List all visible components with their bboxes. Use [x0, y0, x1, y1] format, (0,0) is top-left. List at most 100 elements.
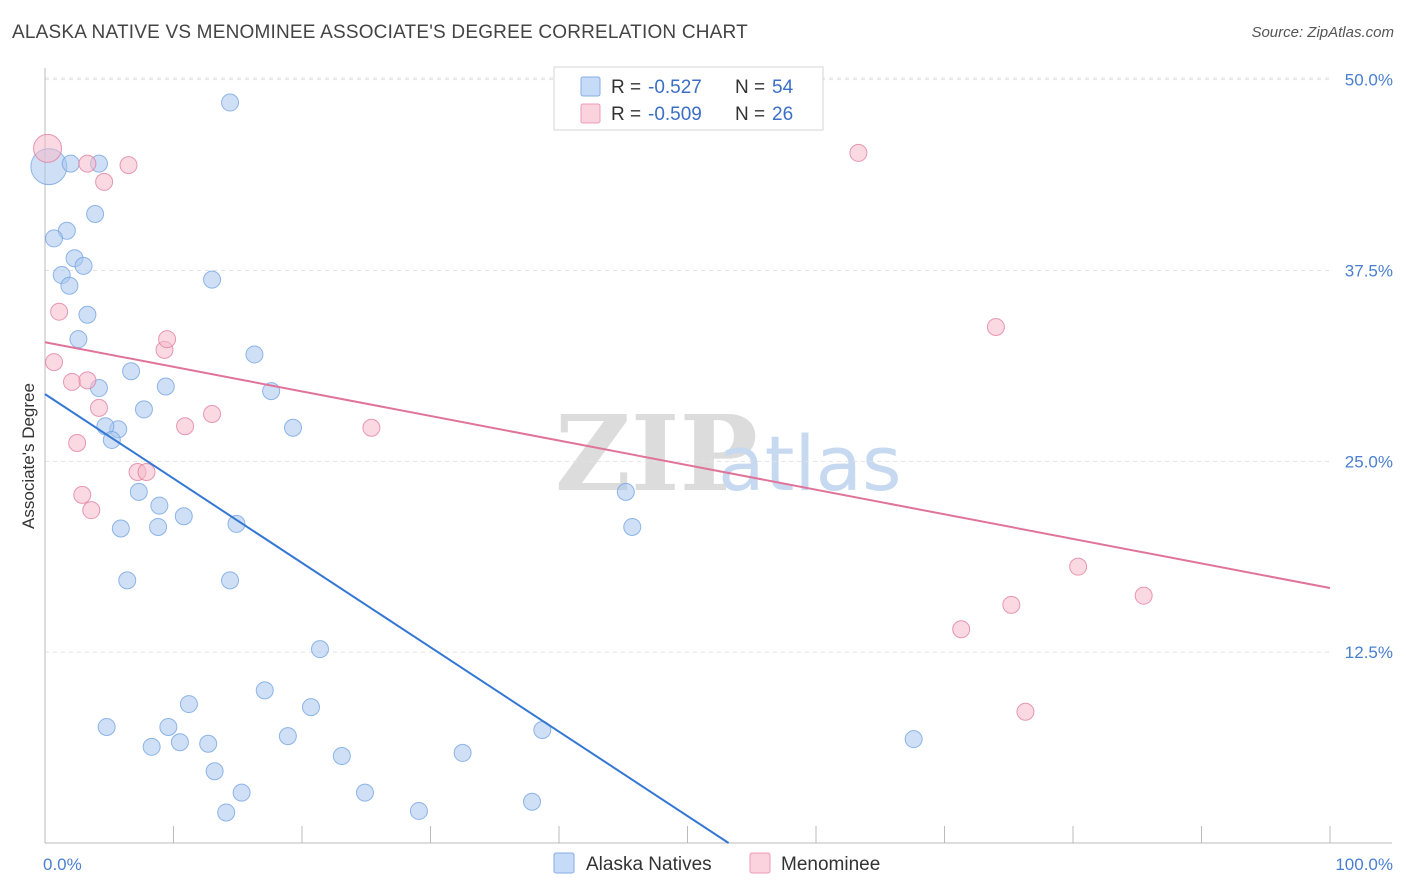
legend-r-label-2: R =	[611, 104, 641, 125]
data-point	[122, 362, 141, 381]
x-tick-label-0: 0.0%	[43, 855, 82, 874]
data-point	[174, 507, 193, 526]
data-point	[119, 156, 138, 175]
grid-lines	[45, 77, 1330, 653]
data-point	[33, 133, 63, 163]
data-point	[232, 783, 251, 802]
data-point	[284, 418, 303, 437]
x-tick-label-1: 100.0%	[1335, 855, 1393, 874]
data-point	[227, 514, 246, 533]
data-point	[156, 377, 175, 396]
data-point	[89, 398, 108, 417]
data-point	[95, 172, 114, 191]
data-point	[97, 717, 116, 736]
legend-n-label-2: N =	[735, 104, 765, 125]
trend-lines	[44, 341, 1331, 844]
legend-n-label-1: N =	[735, 77, 765, 98]
data-point	[849, 143, 868, 162]
data-points	[30, 93, 1153, 822]
data-point	[623, 517, 642, 536]
data-point	[61, 154, 80, 173]
data-point	[221, 571, 240, 590]
data-point	[179, 695, 198, 714]
series-legend-label-menominee: Menominee	[781, 854, 880, 875]
data-point	[69, 330, 88, 349]
data-point	[221, 93, 240, 112]
legend-r-label-1: R =	[611, 77, 641, 98]
data-point	[1016, 702, 1035, 721]
data-point	[310, 640, 329, 659]
data-point	[255, 681, 274, 700]
data-point	[78, 305, 97, 324]
series-menominee	[33, 133, 1153, 721]
data-point	[159, 717, 178, 736]
data-point	[205, 762, 224, 781]
series-legend-swatch-alaska	[553, 852, 575, 874]
data-point	[362, 418, 381, 437]
series-alaska-natives	[30, 93, 923, 822]
data-point	[149, 517, 168, 536]
data-point	[44, 353, 63, 372]
data-point	[82, 501, 101, 520]
legend-r-value-1: -0.527	[648, 77, 702, 98]
legend-n-value-2: 26	[772, 104, 793, 125]
data-point	[111, 519, 130, 538]
y-tick-label-1: 37.5%	[1345, 261, 1393, 280]
data-point	[278, 727, 297, 746]
data-point	[409, 801, 428, 820]
legend-swatch-menominee	[580, 103, 601, 124]
source-credit: Source: ZipAtlas.com	[1251, 24, 1394, 41]
data-point	[1002, 595, 1021, 614]
data-point	[150, 496, 169, 515]
axes	[44, 68, 1392, 844]
legend-r-value-2: -0.509	[648, 104, 702, 125]
data-point	[355, 783, 374, 802]
data-point	[217, 803, 236, 822]
data-point	[176, 417, 195, 436]
x-tick-labels: 0.0% 100.0%	[43, 855, 1393, 874]
watermark: ZIP atlas	[555, 392, 902, 515]
data-point	[158, 330, 177, 349]
data-point	[245, 345, 264, 364]
data-point	[68, 433, 87, 452]
chart-title: ALASKA NATIVE VS MENOMINEE ASSOCIATE'S D…	[12, 22, 748, 43]
data-point	[332, 746, 351, 765]
data-point	[523, 792, 542, 811]
data-point	[73, 485, 92, 504]
data-point	[142, 737, 161, 756]
watermark-atlas: atlas	[718, 419, 902, 508]
trend-line-0	[44, 393, 730, 844]
data-point	[1134, 586, 1153, 605]
series-legend-swatch-menominee	[749, 852, 771, 874]
y-tick-label-3: 12.5%	[1345, 643, 1393, 662]
data-point	[453, 743, 472, 762]
data-point	[170, 733, 189, 752]
legend-swatch-alaska	[580, 76, 601, 97]
data-point	[129, 482, 148, 501]
data-point	[203, 404, 222, 423]
legend-n-value-1: 54	[772, 77, 794, 98]
data-point	[137, 463, 156, 482]
watermark-zip: ZIP	[555, 392, 758, 515]
data-point	[904, 730, 923, 749]
data-point	[78, 371, 97, 390]
data-point	[86, 204, 105, 223]
data-point	[78, 154, 97, 173]
y-tick-labels: 50.0% 37.5% 25.0% 12.5%	[1345, 71, 1393, 663]
trend-line-1	[44, 341, 1331, 590]
data-point	[199, 734, 218, 753]
data-point	[986, 317, 1005, 336]
data-point	[301, 698, 320, 717]
series-legend: Alaska Natives Menominee	[553, 852, 880, 875]
data-point	[62, 372, 81, 391]
y-tick-label-2: 25.0%	[1345, 452, 1393, 471]
data-point	[1069, 557, 1088, 576]
data-point	[50, 302, 69, 321]
series-legend-label-alaska: Alaska Natives	[586, 854, 712, 875]
data-point	[118, 571, 137, 590]
data-point	[44, 229, 63, 248]
data-point	[74, 256, 93, 275]
data-point	[203, 270, 222, 289]
y-axis-label: Associate's Degree	[19, 383, 38, 529]
